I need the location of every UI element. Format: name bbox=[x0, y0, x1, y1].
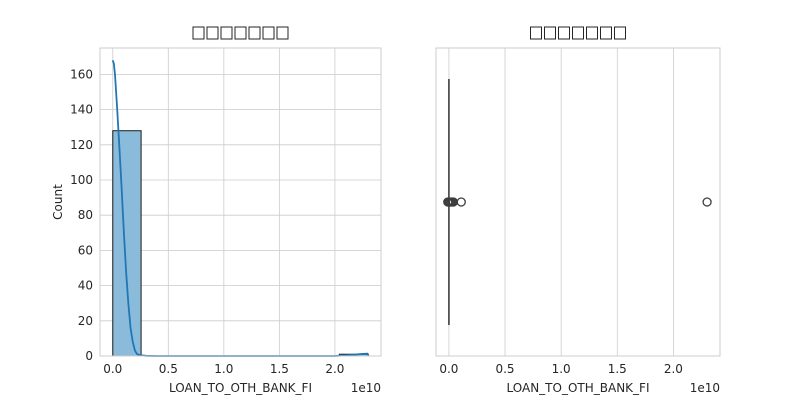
plot-frame bbox=[99, 47, 382, 357]
title-glyph-box bbox=[586, 26, 598, 40]
x-tick-label: 2.0 bbox=[325, 362, 344, 376]
title-glyph-box bbox=[544, 26, 556, 40]
x-tick-label: 2.0 bbox=[664, 362, 683, 376]
x-tick-label: 0.0 bbox=[439, 362, 458, 376]
x-tick-label: 0.5 bbox=[159, 362, 178, 376]
title-glyph-box bbox=[248, 26, 261, 40]
title-glyph-box bbox=[614, 26, 626, 40]
x-tick-label: 1.5 bbox=[608, 362, 627, 376]
x-axis-label: LOAN_TO_OTH_BANK_FI bbox=[169, 381, 312, 395]
x-tick-label: 1.5 bbox=[270, 362, 289, 376]
title-glyph-box bbox=[192, 26, 205, 40]
x-offset-text: 1e10 bbox=[690, 381, 720, 395]
y-tick-label: 60 bbox=[78, 243, 93, 257]
x-tick-label: 0.5 bbox=[495, 362, 514, 376]
plot-frame bbox=[435, 47, 721, 357]
title-glyph-box bbox=[234, 26, 247, 40]
y-tick-label: 80 bbox=[78, 208, 93, 222]
x-tick-label: 0.0 bbox=[103, 362, 122, 376]
y-axis-label: Count bbox=[51, 184, 65, 220]
title-glyph-box bbox=[276, 26, 289, 40]
title-glyph-box bbox=[572, 26, 584, 40]
plot-area bbox=[436, 48, 720, 356]
title-glyph-box bbox=[262, 26, 275, 40]
y-tick-label: 40 bbox=[78, 279, 93, 293]
title-glyph-box bbox=[206, 26, 219, 40]
outlier-point bbox=[456, 197, 466, 207]
x-offset-text: 1e10 bbox=[351, 381, 381, 395]
y-tick-label: 160 bbox=[70, 67, 93, 81]
histogram-bar bbox=[112, 130, 142, 357]
title-glyph-box bbox=[220, 26, 233, 40]
x-tick-label: 1.0 bbox=[214, 362, 233, 376]
histogram-panel: 0.0 0.5 1.0 1.5 2.0 0 20 40 60 80 100 120 140 160 LOAN… bbox=[51, 26, 382, 395]
boxplot-panel: 0.0 0.5 1.0 1.5 2.0 LOAN_TO_OTH_BANK_FI 1e10 bbox=[435, 26, 721, 395]
y-tick-label: 100 bbox=[70, 173, 93, 187]
title-glyph-box bbox=[558, 26, 570, 40]
y-tick-label: 20 bbox=[78, 314, 93, 328]
title-glyph-box bbox=[600, 26, 612, 40]
title-glyph-box bbox=[530, 26, 542, 40]
y-tick-label: 140 bbox=[70, 103, 93, 117]
x-axis-label: LOAN_TO_OTH_BANK_FI bbox=[507, 381, 650, 395]
outlier-point bbox=[702, 197, 712, 207]
y-tick-label: 120 bbox=[70, 138, 93, 152]
plot-area bbox=[100, 48, 381, 356]
x-tick-label: 1.0 bbox=[552, 362, 571, 376]
y-tick-label: 0 bbox=[85, 349, 93, 363]
